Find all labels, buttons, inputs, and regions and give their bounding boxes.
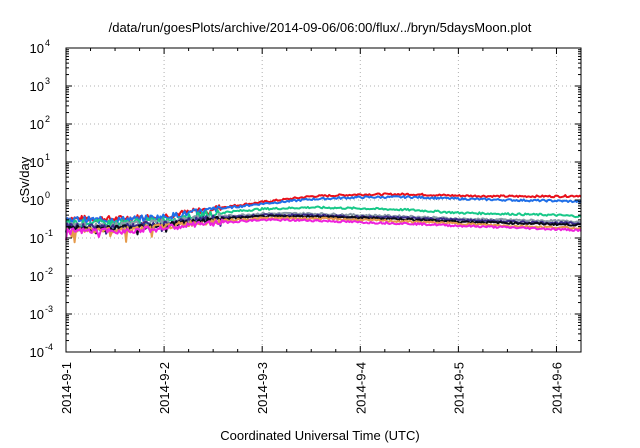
y-tick-label: 10 — [30, 269, 44, 284]
series-line-3 — [65, 205, 582, 232]
y-tick-exponent: 2 — [45, 114, 50, 124]
y-tick-exponent: 3 — [45, 76, 50, 86]
x-tick-label: 2014-9-4 — [353, 362, 368, 414]
y-tick-exponent: -1 — [45, 228, 53, 238]
y-tick-label: 10 — [30, 307, 44, 322]
y-tick-exponent: 4 — [45, 38, 50, 48]
series-line-2 — [65, 195, 582, 226]
chart-title: /data/run/goesPlots/archive/2014-09-06/0… — [108, 20, 532, 35]
x-tick-label: 2014-9-2 — [157, 362, 172, 414]
y-tick-label: 10 — [30, 193, 44, 208]
y-tick-label: 10 — [30, 117, 44, 132]
y-tick-exponent: -3 — [45, 304, 53, 314]
y-tick-exponent: 0 — [45, 190, 50, 200]
y-tick-label: 10 — [30, 345, 44, 360]
x-tick-label: 2014-9-6 — [549, 362, 564, 414]
series-line-7 — [65, 216, 582, 244]
y-tick-label: 10 — [30, 231, 44, 246]
x-tick-label: 2014-9-5 — [451, 362, 466, 414]
x-tick-label: 2014-9-1 — [59, 362, 74, 414]
y-tick-label: 10 — [30, 155, 44, 170]
x-tick-label: 2014-9-3 — [255, 362, 270, 414]
y-tick-label: 10 — [30, 41, 44, 56]
series-line-8 — [65, 218, 582, 241]
y-tick-exponent: -2 — [45, 266, 53, 276]
y-tick-exponent: 1 — [45, 152, 50, 162]
x-axis-label: Coordinated Universal Time (UTC) — [220, 428, 420, 443]
y-tick-label: 10 — [30, 79, 44, 94]
y-tick-exponent: -4 — [45, 342, 53, 352]
y-axis-label: cSv/day — [17, 156, 32, 203]
